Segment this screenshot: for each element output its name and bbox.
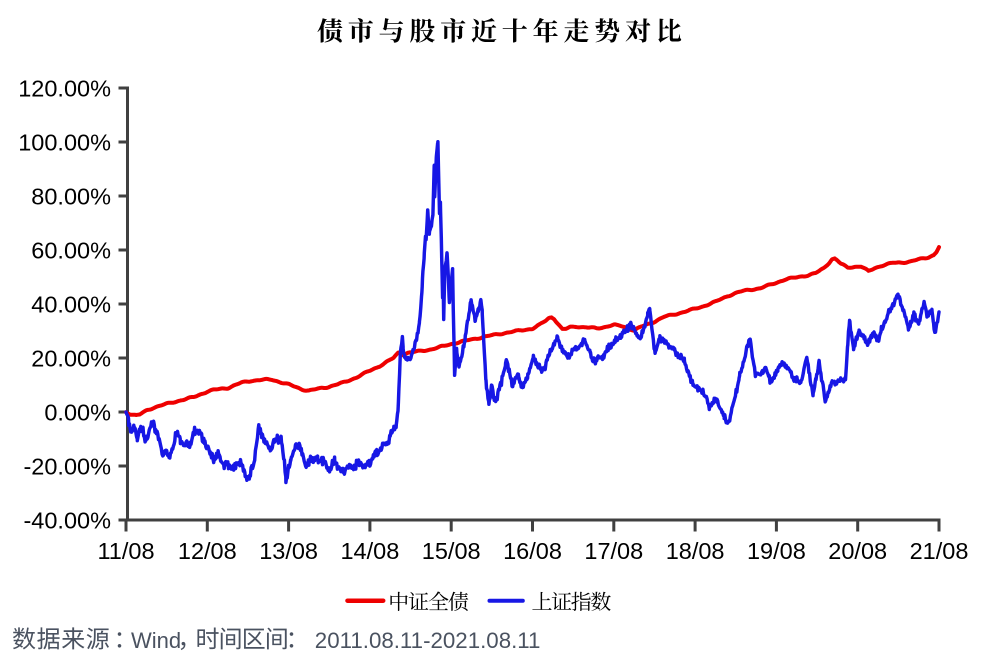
svg-text:40.00%: 40.00% [31,292,111,318]
svg-text:20/08: 20/08 [828,538,887,564]
svg-text:16/08: 16/08 [503,538,562,564]
svg-text:18/08: 18/08 [666,538,725,564]
svg-text:60.00%: 60.00% [31,238,111,264]
svg-text:100.00%: 100.00% [18,130,111,156]
svg-text:17/08: 17/08 [584,538,643,564]
svg-text:14/08: 14/08 [340,538,399,564]
svg-text:19/08: 19/08 [747,538,806,564]
svg-text:13/08: 13/08 [259,538,318,564]
svg-text:21/08: 21/08 [910,538,969,564]
svg-text:15/08: 15/08 [422,538,481,564]
svg-text:11/08: 11/08 [97,538,154,564]
svg-text:20.00%: 20.00% [31,346,111,372]
svg-text:-40.00%: -40.00% [23,508,111,534]
svg-text:0.00%: 0.00% [44,400,111,426]
svg-text:12/08: 12/08 [178,538,237,564]
svg-text:-20.00%: -20.00% [23,454,111,480]
svg-text:2011.08.11-2021.08.11: 2011.08.11-2021.08.11 [315,628,541,653]
svg-text:80.00%: 80.00% [31,184,111,210]
svg-text:Wind: Wind [131,628,181,653]
svg-text:120.00%: 120.00% [18,76,111,102]
